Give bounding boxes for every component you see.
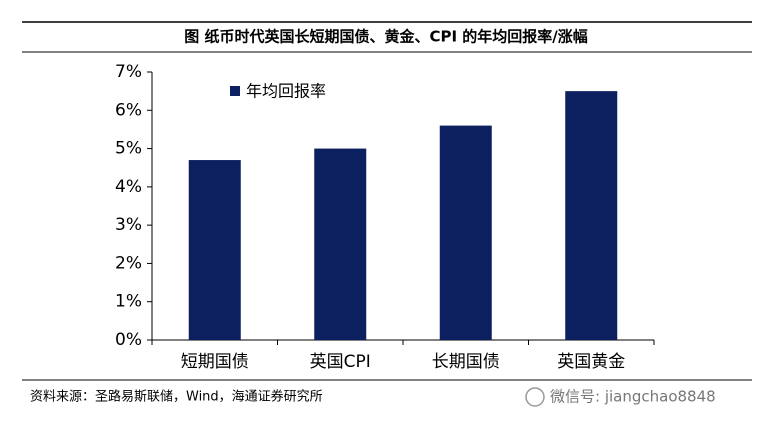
x-tick-label: 长期国债 (432, 352, 500, 372)
y-tick-label: 5% (115, 139, 142, 159)
watermark-icon (525, 387, 545, 407)
x-tick-label: 短期国债 (181, 352, 249, 372)
bar (188, 160, 241, 340)
chart-title: 图 纸币时代英国长短期国债、黄金、CPI 的年均回报率/涨幅 (184, 28, 588, 46)
y-tick-label: 3% (115, 215, 142, 235)
x-tick-label: 英国CPI (310, 352, 371, 372)
y-tick-label: 2% (115, 253, 142, 273)
bar (565, 91, 618, 341)
y-tick-label: 6% (115, 100, 142, 120)
y-tick-label: 7% (115, 62, 142, 82)
y-tick-label: 4% (115, 177, 142, 197)
legend-label: 年均回报率 (246, 82, 326, 101)
source-note: 资料来源：圣路易斯联储，Wind，海通证券研究所 (30, 389, 323, 405)
bar (439, 125, 492, 340)
bar (314, 148, 367, 340)
legend-swatch (230, 86, 240, 96)
watermark: 微信号: jiangchao8848 (550, 388, 716, 406)
y-tick-label: 1% (115, 292, 142, 312)
x-tick-label: 英国黄金 (557, 352, 625, 372)
y-tick-label: 0% (115, 330, 142, 350)
